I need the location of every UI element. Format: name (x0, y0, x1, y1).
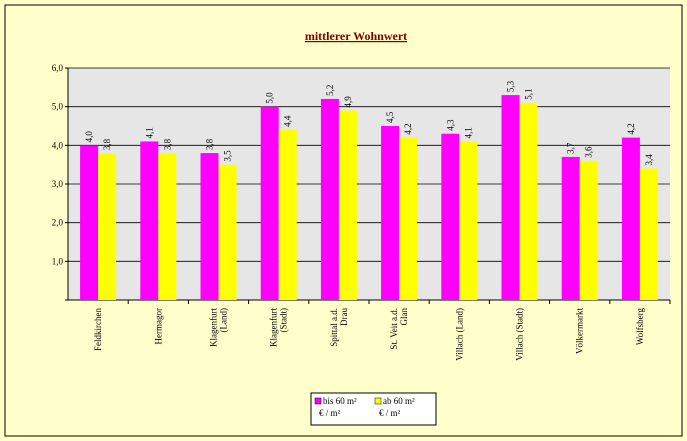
bar (639, 168, 658, 300)
bar (158, 153, 177, 300)
value-label: 4,2 (403, 123, 413, 134)
value-label: 4,2 (626, 123, 636, 134)
value-label: 4,3 (445, 119, 455, 131)
bar (320, 98, 339, 300)
value-label: 3,8 (102, 138, 112, 150)
bar (200, 153, 219, 300)
value-label: 5,0 (265, 92, 275, 104)
legend-label: bis 60 m² € / m² (319, 396, 357, 418)
chart-title: mittlerer Wohnwert (305, 29, 407, 43)
value-label: 5,3 (506, 80, 516, 92)
bar (501, 95, 520, 300)
value-label: 4,1 (463, 127, 473, 138)
x-tick-label: Hermagor (153, 308, 163, 344)
bar (80, 145, 99, 300)
chart-frame (4, 4, 683, 437)
y-tick-label: 3,0 (52, 179, 64, 189)
bar (441, 133, 460, 300)
bar (381, 126, 400, 300)
value-label: 3,8 (205, 138, 215, 150)
x-tick-label: Spittal a.d.Drau (329, 308, 349, 347)
y-tick-label: 5,0 (52, 102, 64, 112)
bar (338, 110, 357, 301)
legend-swatch (314, 397, 322, 405)
bar (519, 102, 538, 300)
x-tick-label: Klagenfurt(Land) (209, 308, 229, 347)
value-label: 4,0 (84, 131, 94, 143)
x-tick-label: Wolfsberg (635, 308, 645, 346)
y-tick-label: 1,0 (52, 256, 64, 266)
y-tick-label: 2,0 (52, 218, 64, 228)
value-label: 5,1 (524, 89, 534, 100)
x-tick-label: St. Veit a.d.Glan (389, 308, 409, 350)
bar (218, 164, 237, 300)
x-tick-label: Klagenfurt(Stadt) (269, 308, 289, 347)
bar (621, 137, 640, 300)
value-label: 3,8 (162, 138, 172, 150)
value-label: 3,7 (566, 142, 576, 154)
y-tick-label: 4,0 (52, 140, 64, 150)
legend-box (310, 392, 437, 426)
legend-swatch (374, 397, 382, 405)
value-label: 4,5 (385, 111, 395, 123)
value-label: 3,5 (223, 150, 233, 162)
value-label: 4,1 (144, 127, 154, 138)
x-tick-label: Villach (Land) (454, 308, 464, 361)
bar (399, 137, 418, 300)
legend-label: ab 60 m² € / m² (379, 396, 415, 418)
bar (579, 160, 598, 300)
bar (98, 153, 117, 300)
bar (260, 106, 279, 301)
x-tick-label: Villach (Stadt) (515, 308, 525, 361)
value-label: 4,9 (343, 96, 353, 108)
y-tick-label: 6,0 (52, 63, 64, 73)
bar (278, 129, 297, 300)
value-label: 4,4 (283, 115, 293, 127)
x-tick-label: Feldkirchen (93, 308, 103, 351)
x-tick-label: Völkermarkt (575, 308, 585, 354)
value-label: 5,2 (325, 85, 335, 96)
bar (459, 141, 478, 300)
bar (140, 141, 159, 300)
value-label: 3,4 (644, 154, 654, 166)
bar (561, 156, 580, 300)
value-label: 3,6 (584, 146, 594, 158)
